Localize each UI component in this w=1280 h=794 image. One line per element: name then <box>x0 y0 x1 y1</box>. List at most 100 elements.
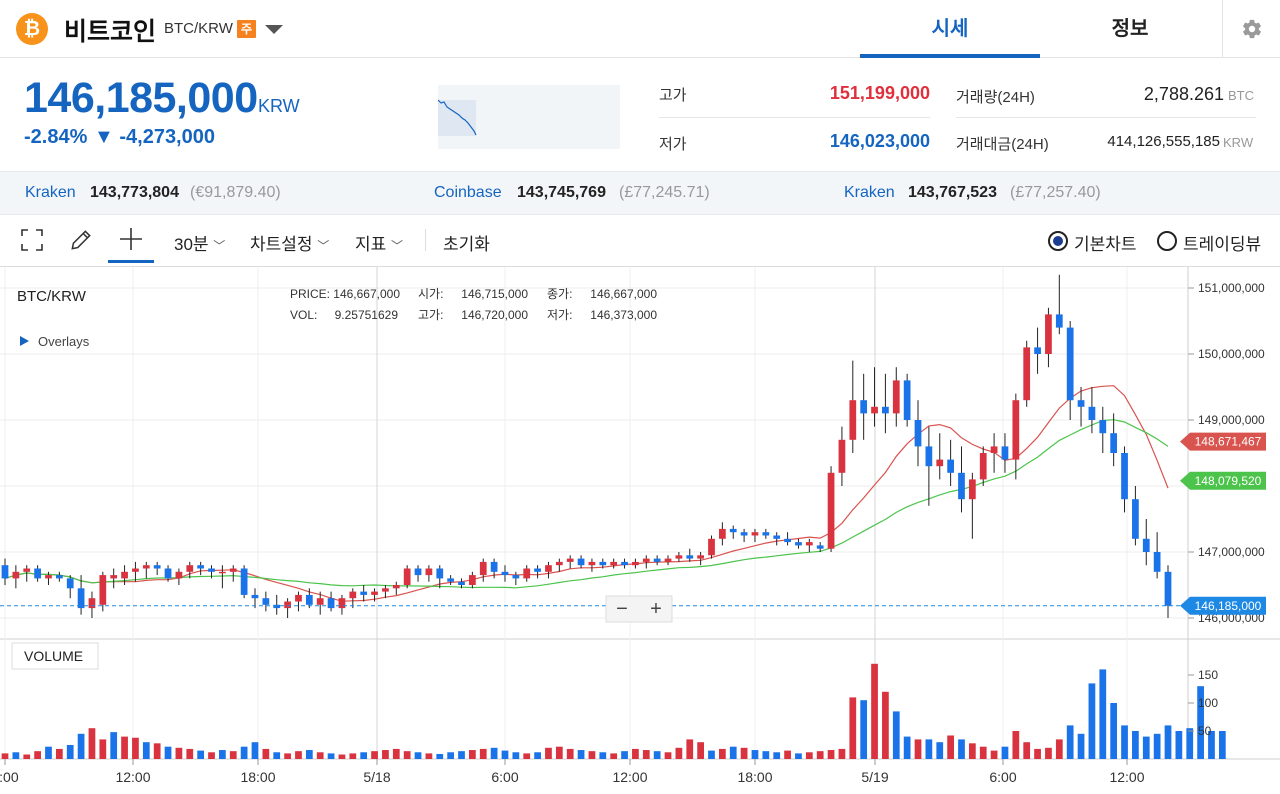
exchange-name[interactable]: Kraken <box>844 184 895 201</box>
exchange-name[interactable]: Kraken <box>25 184 76 201</box>
axes: 151,000,000 150,000,000 149,000,000 147,000… <box>0 281 1266 785</box>
candle-body <box>740 532 748 536</box>
candle-body <box>175 571 183 579</box>
change-amount: ▼ -4,273,000 <box>94 126 215 148</box>
volume-bar <box>979 746 987 759</box>
volume-bar <box>66 745 74 759</box>
interval-dropdown[interactable]: 30분 ﹀ <box>174 230 225 255</box>
triangle-right-icon[interactable] <box>20 336 29 346</box>
candle-body <box>469 575 476 585</box>
tab-price[interactable]: 시세 <box>931 18 969 40</box>
volume-bar <box>1099 669 1107 759</box>
candle-body <box>610 561 618 566</box>
volume-tick-label: 100 <box>1198 696 1218 710</box>
volume-bar <box>1023 742 1031 759</box>
ma-fast-line <box>4 385 1169 602</box>
volume-bar <box>1001 746 1009 759</box>
chart-settings-label: 차트설정 <box>250 235 313 254</box>
candle-body <box>958 472 965 500</box>
candle-body <box>360 591 368 595</box>
sparkline-highlight <box>438 100 476 136</box>
volume-bar <box>545 747 552 759</box>
candle-body <box>1023 347 1031 401</box>
reset-button[interactable]: 초기화 <box>443 235 490 254</box>
candle-body <box>784 538 791 543</box>
volume-bar <box>403 751 411 759</box>
pencil-icon <box>71 230 91 250</box>
exchange-fx: (€91,879.40) <box>190 184 281 201</box>
info-vol-value: 9.25751629 <box>335 308 399 322</box>
interval-label: 30분 <box>174 235 209 254</box>
volume-bar <box>740 747 748 759</box>
indicators-dropdown[interactable]: 지표 ﹀ <box>355 230 403 255</box>
tradingview-radio[interactable] <box>1157 231 1177 251</box>
candle-body <box>414 568 422 576</box>
candle-body <box>925 446 933 467</box>
volume-bar <box>501 750 509 759</box>
candle-body <box>262 598 270 605</box>
price-unit: KRW <box>258 96 300 116</box>
candle-body <box>219 571 226 574</box>
volume-bar <box>197 750 205 759</box>
volume-bar <box>1208 731 1215 759</box>
candle-body <box>512 575 520 579</box>
candle-body <box>1055 314 1063 328</box>
volume-bar <box>903 736 911 759</box>
candle-body <box>99 575 107 605</box>
volume-bar <box>621 751 628 759</box>
mini-sparkline-chart <box>437 85 620 149</box>
sparkline-line <box>437 99 477 136</box>
x-tick-label: 6:00 <box>0 769 19 785</box>
exchange-fx: (£77,257.40) <box>1010 184 1101 201</box>
zoom-in-button[interactable]: + <box>650 598 662 620</box>
volume-bar <box>882 691 889 759</box>
crosshair-button[interactable] <box>108 215 154 263</box>
price-chart[interactable]: 151,000,000 150,000,000 149,000,000 147,000… <box>0 267 1280 794</box>
volume-bar <box>1186 728 1194 759</box>
basic-chart-label[interactable]: 기본차트 <box>1074 235 1137 254</box>
chart-canvas[interactable]: 151,000,000 150,000,000 149,000,000 147,000… <box>0 267 1280 794</box>
volume-bar <box>240 746 248 759</box>
exchange-name[interactable]: Coinbase <box>434 184 502 201</box>
volume-bar <box>251 742 259 759</box>
candle-body <box>1034 347 1041 354</box>
candle-body <box>142 565 150 569</box>
candle-body <box>371 591 378 595</box>
info-close-label: 종가: <box>547 287 572 301</box>
volume-tick-label: 50 <box>1198 724 1212 738</box>
gear-icon <box>1243 19 1261 39</box>
fullscreen-icon <box>21 229 43 251</box>
chart-symbol: BTC/KRW <box>17 288 87 305</box>
candle-body <box>403 568 411 585</box>
candle-body <box>642 558 650 562</box>
candle-body <box>316 598 324 605</box>
candle-body <box>555 561 563 566</box>
candle-body <box>1001 446 1009 460</box>
candle-body <box>240 568 248 595</box>
fullscreen-button[interactable] <box>10 215 54 263</box>
volume-bar <box>686 739 694 759</box>
candle-body <box>436 568 444 579</box>
candle-body <box>990 446 998 453</box>
zoom-out-button[interactable]: − <box>616 598 628 620</box>
settings-button[interactable] <box>1222 0 1280 58</box>
candle-body <box>295 594 302 602</box>
volume-bar <box>425 753 433 759</box>
volume-bar <box>273 752 281 759</box>
chart-settings-dropdown[interactable]: 차트설정 ﹀ <box>250 230 329 255</box>
chevron-down-icon: ﹀ <box>213 239 226 253</box>
candle-body <box>599 561 607 566</box>
volume-bar <box>849 697 857 759</box>
chevron-down-icon[interactable] <box>265 25 283 34</box>
draw-button[interactable] <box>58 215 104 263</box>
info-low-label: 저가: <box>547 308 572 322</box>
y-tick-label: 151,000,000 <box>1198 281 1265 295</box>
overlays-toggle[interactable]: Overlays <box>38 334 90 349</box>
basic-chart-radio[interactable] <box>1048 231 1068 251</box>
tradingview-label[interactable]: 트레이딩뷰 <box>1183 235 1262 254</box>
volume-bar <box>947 735 954 759</box>
volume-bar <box>1088 683 1096 759</box>
volume-bar <box>175 747 183 759</box>
candle-body <box>588 561 596 566</box>
tab-info[interactable]: 정보 <box>1111 18 1149 40</box>
